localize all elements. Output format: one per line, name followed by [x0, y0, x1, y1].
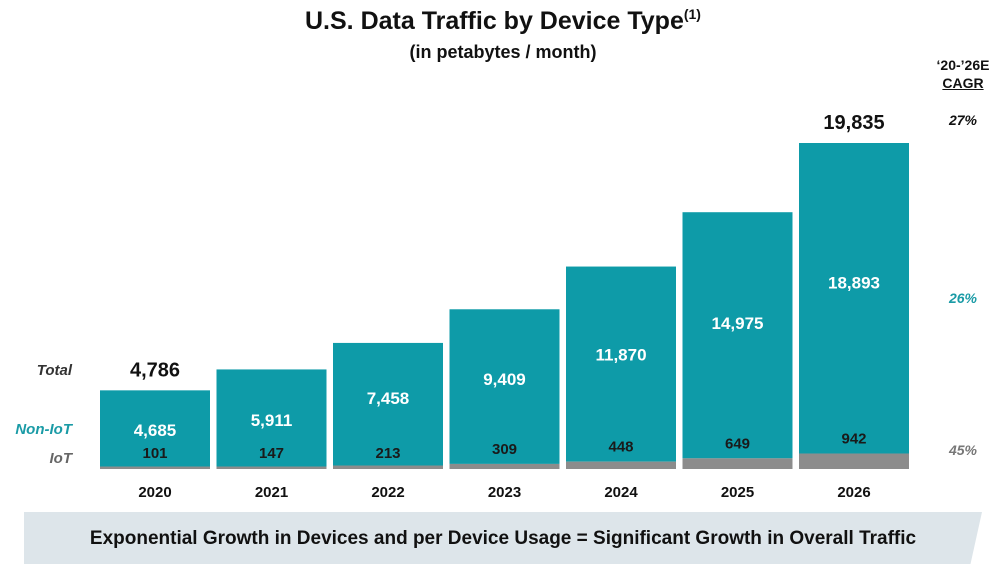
iot-value-label-2020: 101	[142, 445, 167, 462]
x-tick-label-2026: 2026	[837, 484, 870, 501]
x-tick-label-2023: 2023	[488, 484, 521, 501]
iot-value-label-2023: 309	[492, 441, 517, 458]
x-tick-label-2025: 2025	[721, 484, 754, 501]
x-tick-label-2020: 2020	[138, 484, 171, 501]
non-iot-value-label-2026: 18,893	[828, 274, 880, 293]
cagr-iot: 45%	[948, 442, 978, 458]
title-footnote-marker: (1)	[683, 6, 701, 22]
non-iot-value-label-2021: 5,911	[251, 411, 293, 430]
non-iot-value-label-2025: 14,975	[712, 314, 764, 333]
bar-non-iot-2024	[566, 266, 676, 462]
bar-non-iot-2021	[216, 369, 327, 467]
iot-value-label-2021: 147	[259, 445, 284, 462]
cagr-heading: ‘20-’26E CAGR	[920, 56, 1006, 92]
bar-iot-2026	[799, 453, 909, 469]
non-iot-value-label-2023: 9,409	[483, 370, 526, 389]
bar-iot-2025	[682, 458, 793, 469]
chart-title-text: U.S. Data Traffic by Device Type	[305, 7, 684, 35]
bar-iot-2023	[449, 463, 560, 469]
bar-iot-2022	[333, 465, 443, 469]
cagr-non-iot: 26%	[948, 290, 978, 306]
row-label-iot: IoT	[49, 450, 73, 467]
bar-iot-2024	[566, 461, 676, 469]
iot-value-label-2024: 448	[608, 439, 633, 456]
stacked-bar-chart: 4,685 101 4,786 2020 5,911 147 2021 7,458 213 202…	[100, 112, 909, 501]
row-label-non-iot: Non-IoT	[15, 421, 72, 438]
summary-banner	[24, 512, 982, 564]
total-value-label-2026: 19,835	[823, 112, 884, 134]
non-iot-value-label-2024: 11,870	[595, 345, 646, 364]
x-tick-label-2024: 2024	[604, 484, 638, 501]
bar-non-iot-2026	[799, 143, 909, 454]
bar-iot-2021	[216, 466, 327, 469]
non-iot-value-label-2022: 7,458	[367, 389, 410, 408]
cagr-total: 27%	[948, 112, 978, 128]
bar-non-iot-2020	[100, 390, 210, 467]
cagr-heading-label: CAGR	[942, 75, 984, 91]
x-tick-label-2021: 2021	[255, 484, 288, 501]
bar-non-iot-2025	[682, 212, 793, 459]
non-iot-value-label-2020: 4,685	[134, 421, 177, 440]
iot-value-label-2025: 649	[725, 435, 750, 452]
bar-non-iot-2022	[333, 342, 443, 466]
iot-value-label-2022: 213	[375, 445, 400, 462]
bar-non-iot-2023	[449, 309, 560, 464]
summary-banner-text: Exponential Growth in Devices and per De…	[89, 528, 917, 549]
chart-subtitle: (in petabytes / month)	[409, 42, 597, 62]
row-label-total: Total	[36, 362, 72, 379]
x-tick-label-2022: 2022	[371, 484, 404, 501]
cagr-heading-period: ‘20-’26E	[936, 57, 990, 73]
total-value-label-2020: 4,786	[130, 359, 180, 381]
bar-iot-2020	[100, 466, 210, 469]
iot-value-label-2026: 942	[841, 431, 866, 448]
chart-title: U.S. Data Traffic by Device Type(1)	[0, 6, 1006, 36]
